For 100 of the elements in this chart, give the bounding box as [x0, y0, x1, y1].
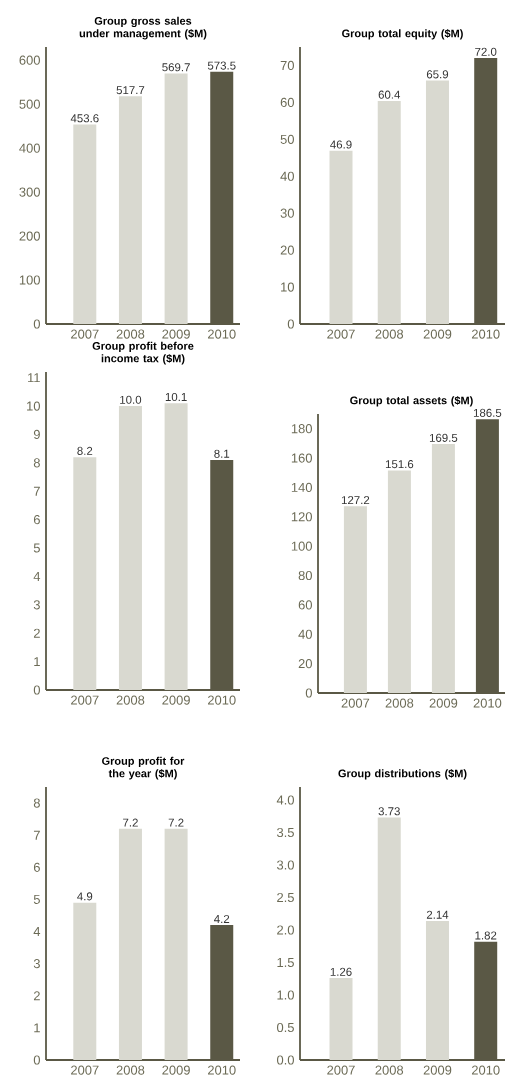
y-tick-label: 120 [291, 512, 312, 522]
x-tick-label: 2008 [116, 329, 145, 339]
y-tick-label: 0 [33, 319, 40, 329]
bar [377, 100, 401, 324]
y-tick-label: 11 [28, 373, 40, 383]
y-tick-label: 3.5 [276, 827, 294, 838]
x-tick-label: 2010 [473, 698, 502, 708]
y-tick-label: 3 [33, 959, 40, 969]
chart-title: Group total assets ($M) [350, 396, 473, 407]
y-tick-label: 80 [298, 570, 312, 581]
y-tick-label: 2 [33, 991, 40, 1001]
y-tick-label: 6 [33, 862, 40, 872]
bar [431, 444, 455, 693]
y-tick-label: 60 [280, 97, 294, 107]
y-tick-label: 0.0 [276, 1055, 294, 1065]
y-tick-label: 10 [27, 401, 40, 411]
y-tick-label: 2.5 [277, 892, 294, 903]
y-tick-label: 5 [33, 894, 40, 904]
data-label: 4.9 [77, 892, 93, 901]
y-tick-label: 5 [33, 543, 40, 553]
y-tick-label: 10 [281, 282, 294, 292]
data-label: 10.0 [120, 395, 142, 404]
data-label: 8.1 [214, 449, 230, 458]
x-tick-label: 2009 [162, 695, 190, 705]
y-tick-label: 3.0 [276, 860, 294, 870]
data-label: 46.9 [330, 140, 352, 149]
y-tick-label: 4 [33, 927, 41, 936]
y-tick-label: 2 [33, 628, 40, 638]
x-tick-label: 2008 [116, 695, 145, 705]
x-tick-label: 2007 [71, 329, 99, 339]
bar [377, 817, 401, 1060]
bar [73, 124, 97, 324]
x-tick-label: 2007 [341, 698, 370, 708]
data-label: 8.2 [77, 446, 93, 455]
y-tick-label: 200 [19, 231, 40, 241]
data-label: 517.7 [116, 86, 145, 95]
y-tick-label: 140 [291, 482, 312, 492]
y-tick-label: 100 [291, 541, 312, 551]
bar [118, 828, 142, 1060]
x-tick-label: 2010 [471, 329, 500, 339]
y-tick-label: 3 [33, 600, 40, 610]
y-tick-label: 1.5 [277, 957, 294, 968]
bar [118, 96, 142, 324]
data-label: 3.73 [378, 807, 400, 816]
chart-title: Group gross sales under management ($M) [79, 16, 207, 40]
data-label: 569.7 [162, 63, 190, 72]
x-tick-label: 2008 [375, 329, 404, 339]
bar [343, 506, 367, 693]
bar [164, 403, 188, 690]
data-label: 169.5 [429, 433, 458, 442]
data-label: 1.26 [330, 967, 352, 976]
data-label: 127.2 [341, 496, 370, 505]
y-tick-label: 20 [298, 659, 312, 669]
x-tick-label: 2010 [207, 329, 236, 339]
y-tick-label: 70 [280, 60, 294, 71]
x-tick-label: 2009 [423, 1065, 452, 1075]
y-tick-label: 7 [33, 486, 40, 496]
x-tick-label: 2007 [71, 695, 99, 705]
y-tick-label: 0 [305, 688, 312, 698]
y-tick-label: 160 [291, 453, 312, 463]
y-tick-label: 100 [19, 275, 40, 285]
x-tick-label: 2008 [385, 698, 414, 708]
data-label: 4.2 [214, 914, 230, 923]
y-tick-label: 1 [34, 1023, 40, 1033]
bar [329, 150, 353, 324]
y-tick-label: 0 [33, 685, 40, 695]
y-tick-label: 8 [33, 798, 40, 808]
bar [329, 978, 353, 1060]
chart-title: Group profit before income tax ($M) [92, 341, 194, 365]
y-tick-label: 300 [19, 187, 40, 197]
x-tick-label: 2010 [207, 695, 236, 705]
y-tick-label: 50 [280, 134, 294, 144]
x-tick-label: 2007 [327, 1065, 355, 1075]
bar [425, 80, 449, 324]
y-tick-label: 0 [287, 319, 294, 329]
y-tick-label: 20 [280, 245, 294, 255]
data-label: 1.82 [475, 931, 497, 940]
x-tick-label: 2009 [162, 1065, 190, 1075]
y-tick-label: 4 [33, 571, 41, 581]
y-tick-label: 60 [298, 600, 312, 610]
y-tick-label: 500 [19, 99, 40, 109]
y-tick-label: 1.0 [277, 990, 294, 1000]
x-tick-label: 2008 [375, 1065, 404, 1075]
x-tick-label: 2009 [162, 329, 190, 339]
x-tick-label: 2008 [116, 1065, 145, 1075]
x-tick-label: 2007 [71, 1065, 99, 1075]
y-tick-label: 40 [280, 171, 294, 181]
x-tick-label: 2009 [423, 329, 452, 339]
y-tick-label: 1 [34, 657, 40, 667]
data-label: 2.14 [426, 910, 449, 919]
y-tick-label: 180 [291, 424, 312, 434]
y-tick-label: 9 [33, 429, 40, 440]
data-label: 186.5 [473, 408, 502, 417]
bar [425, 920, 449, 1060]
bar [73, 902, 97, 1060]
y-tick-label: 2.0 [277, 925, 294, 935]
y-tick-label: 0 [33, 1055, 40, 1065]
data-label: 72.0 [475, 47, 497, 56]
y-tick-label: 400 [19, 143, 40, 153]
chart-title: Group total equity ($M) [342, 29, 463, 40]
